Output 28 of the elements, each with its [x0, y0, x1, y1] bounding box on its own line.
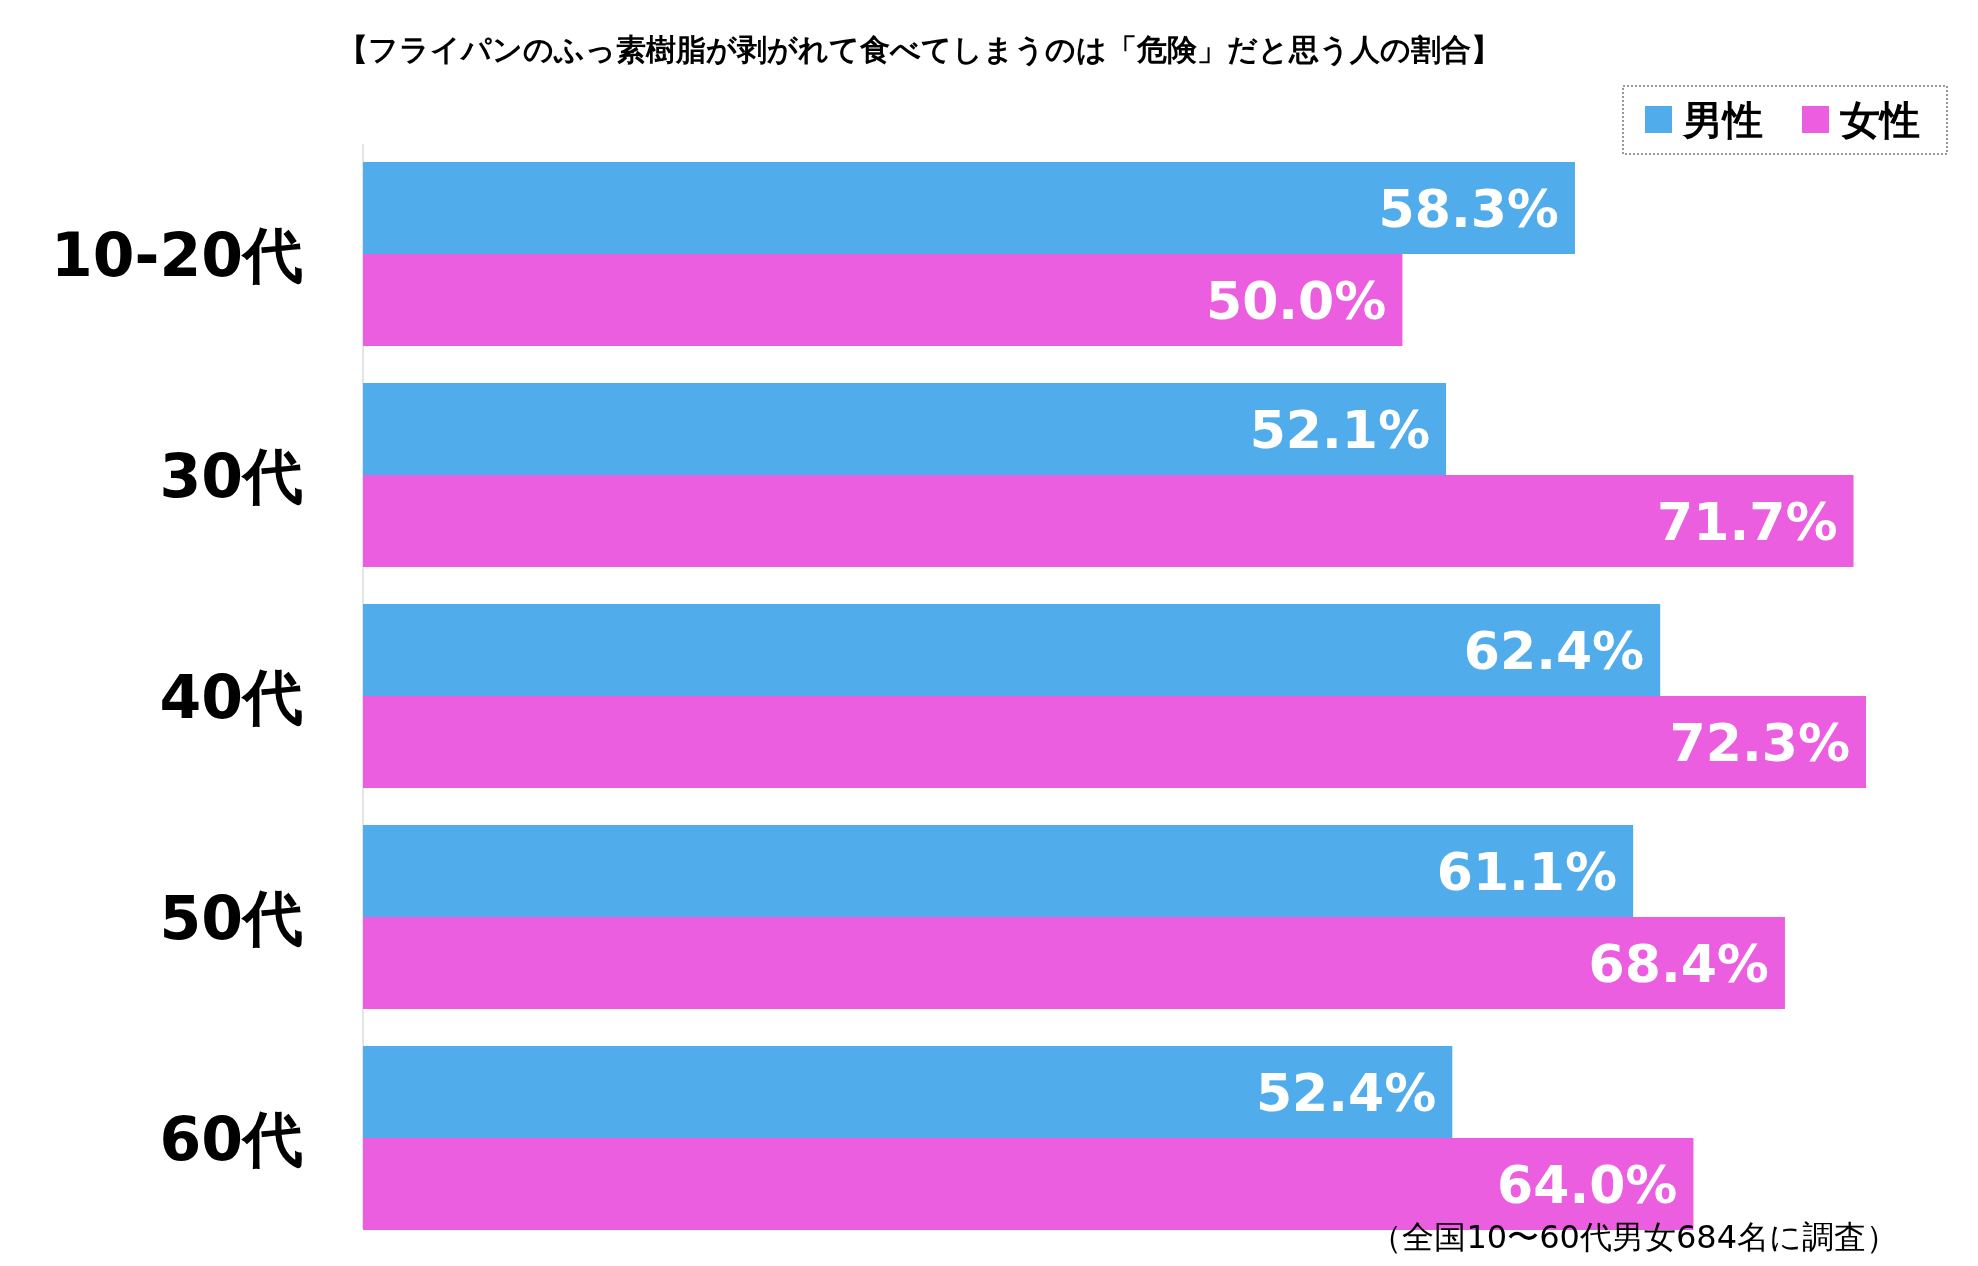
data-label: 52.1%: [1249, 399, 1431, 460]
data-label: 71.7%: [1657, 491, 1838, 552]
bar: [363, 383, 1447, 475]
y-tick-label: 10-20代: [51, 219, 303, 290]
bar: [363, 162, 1575, 254]
data-label: 52.4%: [1255, 1062, 1437, 1123]
bar: [363, 825, 1634, 917]
y-tick-label: 30代: [159, 440, 303, 511]
data-label: 58.3%: [1378, 178, 1559, 239]
bar: [363, 254, 1403, 346]
y-tick-label: 60代: [159, 1103, 303, 1174]
data-label: 62.4%: [1463, 620, 1645, 681]
data-label: 64.0%: [1497, 1154, 1678, 1215]
legend-label: 男性: [1682, 97, 1763, 144]
y-tick-label: 50代: [159, 882, 303, 953]
data-label: 72.3%: [1669, 712, 1850, 773]
chart-title: 【フライパンのふっ素樹脂が剥がれて食べてしまうのは「危険」だと思う人の割合】: [337, 32, 1501, 67]
data-label: 68.4%: [1588, 933, 1769, 994]
bar: [363, 1046, 1453, 1138]
data-label: 61.1%: [1436, 841, 1618, 902]
y-tick-label: 40代: [159, 661, 303, 732]
annotation: （全国10〜60代男女684名に調査）: [1370, 1218, 1898, 1256]
data-label: 50.0%: [1206, 270, 1387, 331]
bar: [363, 604, 1661, 696]
bar: [363, 696, 1866, 788]
bar: [363, 917, 1785, 1009]
bar: [363, 475, 1854, 567]
legend-label: 女性: [1840, 97, 1920, 144]
